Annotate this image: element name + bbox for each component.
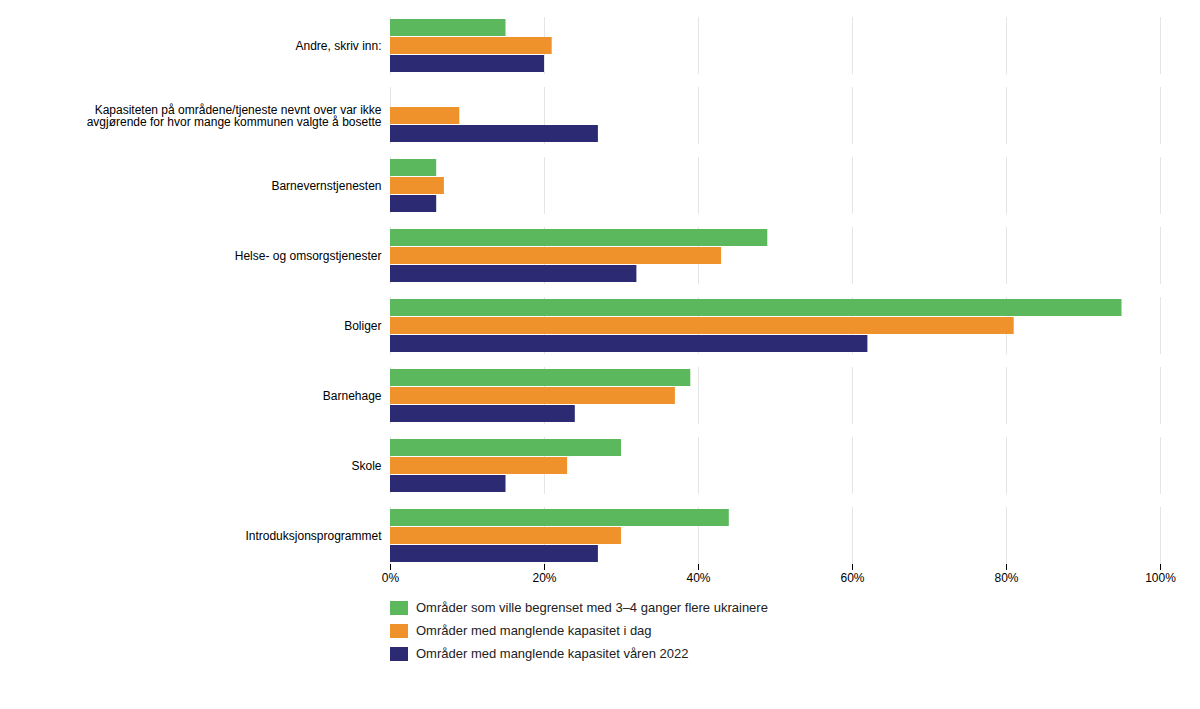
- html-text:Områder med manglende kapasite: Områder med manglende kapasitet i dag: [416, 623, 652, 638]
- svg-text:Andre, skriv inn:: Andre, skriv inn:: [295, 39, 381, 53]
- svg-text:40%: 40%: [686, 571, 710, 585]
- svg-text:Helse- og omsorgstjenester: Helse- og omsorgstjenester: [235, 249, 382, 263]
- svg-text:Barnehage: Barnehage: [323, 389, 382, 403]
- svg-text:Boliger: Boliger: [344, 319, 381, 333]
- svg-text:Introduksjonsprogrammet: Introduksjonsprogrammet: [245, 529, 382, 543]
- svg-text:60%: 60%: [840, 571, 864, 585]
- html-text:Områder som ville begrenset me: Områder som ville begrenset med 3–4 gang…: [416, 600, 768, 615]
- html-text:Områder med manglende kapasite: Områder med manglende kapasitet våren 20…: [416, 646, 689, 661]
- svg-text:Skole: Skole: [351, 459, 381, 473]
- svg-text:Barnevernstjenesten: Barnevernstjenesten: [271, 179, 381, 193]
- svg-text:100%: 100%: [1145, 571, 1176, 585]
- svg-text:20%: 20%: [532, 571, 556, 585]
- svg-text:80%: 80%: [994, 571, 1018, 585]
- svg-text:Kapasiteten på områdene/tjenes: Kapasiteten på områdene/tjeneste nevnt o…: [87, 103, 382, 129]
- svg-text:0%: 0%: [382, 571, 400, 585]
